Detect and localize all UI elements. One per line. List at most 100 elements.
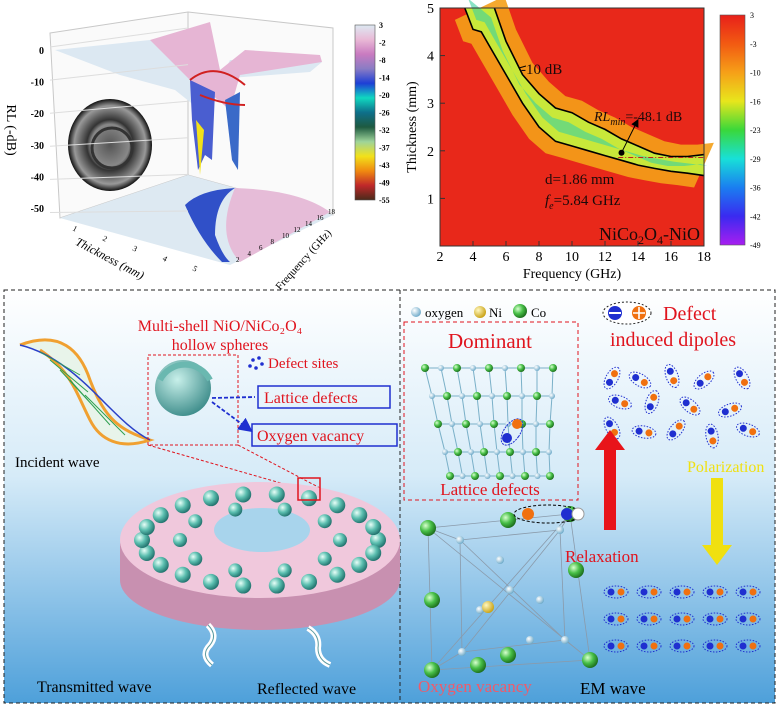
surface-pink — [150, 22, 322, 110]
oxygen-vacancy-label: Oxygen vacancy — [418, 677, 532, 696]
co-atom — [424, 592, 440, 608]
y-tick-label: 12 — [294, 226, 302, 234]
co-atom — [500, 647, 516, 663]
atom — [485, 364, 493, 372]
legend-co: Co — [531, 305, 546, 320]
colorbar-tick-label: -14 — [379, 74, 390, 83]
dipole — [735, 612, 761, 626]
particle — [301, 490, 318, 507]
particle — [138, 519, 155, 536]
particle-highlight-box — [297, 477, 321, 501]
dipole — [693, 370, 715, 390]
atom — [468, 449, 474, 455]
atom — [546, 472, 554, 480]
atom — [470, 365, 476, 371]
atom — [509, 473, 516, 479]
floor-band — [185, 188, 235, 262]
contour-upper-line — [493, 7, 705, 158]
sample-label: NiCo2O4-NiO — [599, 224, 700, 247]
colorbar-tick-label: -32 — [379, 126, 390, 135]
particle — [174, 497, 191, 514]
dipole — [718, 402, 742, 418]
x-tick-label: 8 — [536, 250, 543, 265]
vacancy-positive — [522, 508, 534, 520]
relaxation-label: Relaxation — [565, 547, 639, 566]
colorbar-tick-label: -23 — [750, 126, 761, 135]
oxygen-vacancy-label: Oxygen vacancy — [257, 428, 364, 445]
ni-legend-icon — [474, 306, 486, 318]
x-tick-label: 12 — [598, 250, 612, 265]
surface-dip — [190, 80, 215, 170]
dipole — [636, 612, 662, 626]
ring-particles — [134, 486, 386, 594]
dipole — [735, 639, 761, 653]
particle — [370, 532, 386, 548]
contour-label: -10 dB — [521, 62, 562, 78]
frequency-annotation: fe=5.84 GHz — [545, 193, 621, 212]
y-tick-label: 5 — [427, 2, 434, 17]
zoom-line — [147, 444, 299, 489]
dipole — [733, 366, 751, 390]
atom — [533, 392, 541, 400]
particle — [301, 573, 318, 590]
oxygen-legend-icon — [411, 307, 421, 317]
ni-atom — [482, 601, 494, 613]
x-tick-label: 6 — [503, 250, 510, 265]
y-tick-label: 3 — [427, 97, 434, 112]
atom — [449, 421, 455, 427]
legend-oxygen: oxygen — [425, 305, 464, 320]
atom — [517, 364, 525, 372]
lattice-defects-label: Lattice defects — [264, 390, 358, 407]
dipole — [603, 639, 629, 653]
x-tick-label: 16 — [664, 250, 678, 265]
dominant-box — [403, 321, 579, 501]
legend-ni: Ni — [489, 305, 502, 320]
particle — [268, 486, 285, 503]
atom — [494, 449, 500, 455]
colorbar-tick-label: -49 — [750, 241, 761, 250]
atom — [484, 473, 491, 479]
y-tick-label: 6 — [259, 244, 263, 252]
defect-sites-label: Defect sites — [268, 356, 339, 372]
lattice-defects-box — [257, 385, 391, 409]
particle — [235, 486, 252, 503]
particle — [173, 533, 187, 547]
atom — [490, 420, 498, 428]
co-atom — [500, 512, 516, 528]
reflected-wave-label: Reflected wave — [257, 681, 356, 698]
oxygen-atom — [556, 526, 564, 534]
polarization-arrow — [702, 478, 732, 565]
colorbar-tick-label: -3 — [750, 40, 757, 49]
gridline — [49, 173, 189, 180]
z-tick-label: -40 — [31, 172, 44, 183]
dipole — [631, 425, 657, 439]
colorbar-tick-label: -26 — [379, 109, 390, 118]
y-tick-label: 2 — [236, 256, 240, 264]
dipole — [636, 639, 662, 653]
x-tick-label: 2 — [101, 234, 109, 244]
dipole — [702, 585, 728, 599]
atom — [438, 365, 444, 371]
particle — [277, 502, 292, 517]
atom — [506, 448, 514, 456]
colorbar-tick-label: -49 — [379, 179, 390, 188]
dipole — [603, 366, 621, 390]
oxygen-atom — [526, 636, 534, 644]
dipole — [736, 422, 760, 438]
atom — [446, 472, 454, 480]
atom — [471, 472, 479, 480]
oxygen-atom — [496, 556, 504, 564]
ring-side — [120, 540, 400, 630]
dipole — [669, 639, 695, 653]
z-tick-label: -30 — [31, 141, 44, 152]
z-tick-label: -20 — [31, 109, 44, 120]
sphere-shell-cut — [157, 361, 213, 382]
contour-band-outer — [454, 0, 714, 188]
transmitted-wave-label: Transmitted wave — [37, 679, 152, 696]
x-tick-label: 1 — [71, 224, 79, 234]
atom — [480, 448, 488, 456]
polarization-label: Polarization — [687, 459, 764, 476]
dipole — [702, 639, 728, 653]
atom — [443, 392, 451, 400]
